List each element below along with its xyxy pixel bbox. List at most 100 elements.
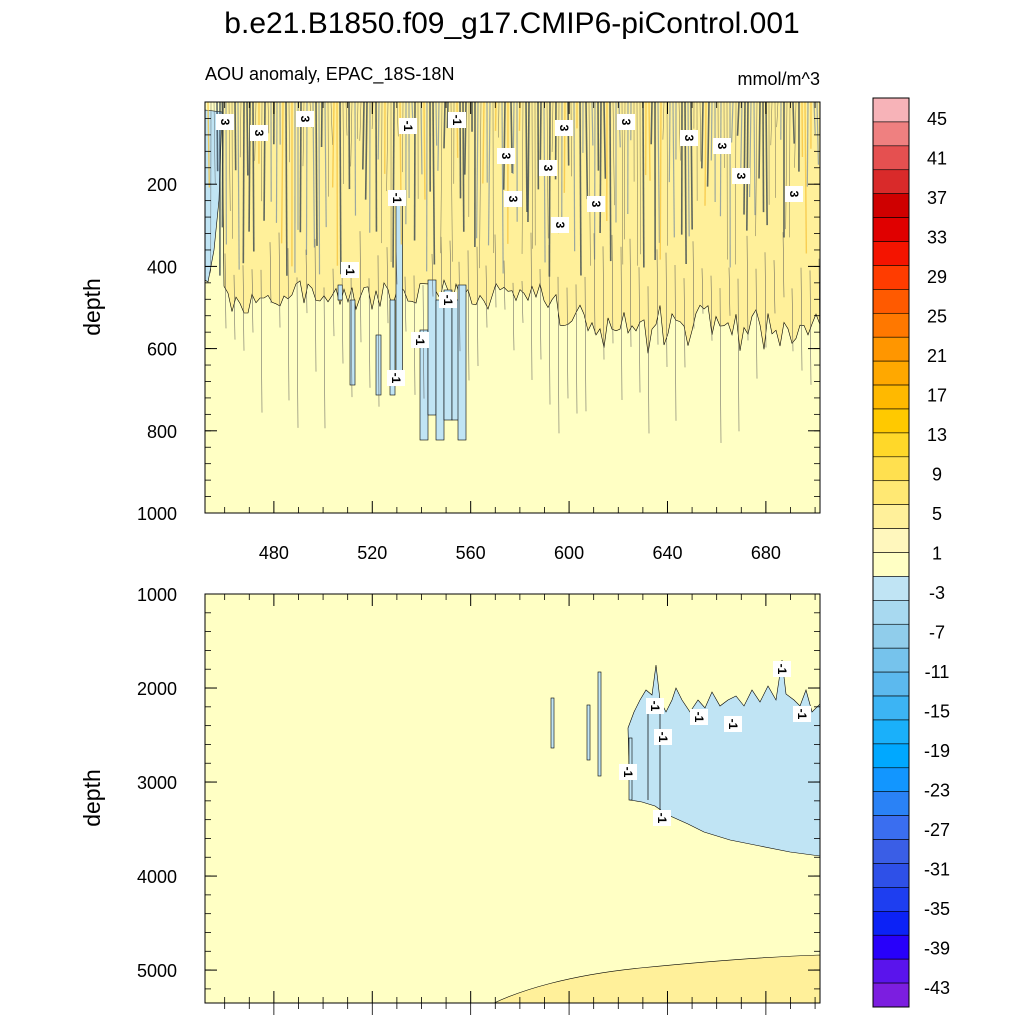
surface-striation bbox=[551, 102, 554, 152]
contour-label-text: 3 bbox=[506, 196, 520, 203]
contour-line bbox=[278, 232, 281, 328]
surface-striation bbox=[252, 102, 255, 252]
colorbar-label: 21 bbox=[927, 346, 947, 366]
contour-line bbox=[746, 235, 749, 341]
contour-label-bg bbox=[387, 370, 405, 386]
colorbar-swatch bbox=[872, 528, 910, 553]
surface-striation bbox=[482, 102, 485, 184]
contour-label: 3 bbox=[587, 196, 605, 212]
contour-label-text: -1 bbox=[450, 115, 464, 126]
contour-label-bg bbox=[587, 196, 605, 212]
negative-streak bbox=[337, 284, 343, 301]
surface-striation bbox=[642, 102, 645, 268]
surface-striation bbox=[701, 102, 704, 169]
colorbar-swatch bbox=[872, 384, 910, 410]
contour-line bbox=[260, 269, 263, 413]
surface-striation bbox=[318, 102, 321, 275]
negative-streak bbox=[550, 697, 555, 749]
colorbar-label: 9 bbox=[932, 464, 942, 484]
surface-striation bbox=[521, 102, 524, 254]
contour-label-text: 3 bbox=[619, 119, 633, 126]
contour-line bbox=[737, 278, 740, 432]
contour-line bbox=[701, 268, 704, 314]
colorbar-label: -43 bbox=[924, 978, 950, 998]
colorbar-swatch bbox=[872, 671, 910, 697]
contour-label-bg bbox=[539, 160, 557, 176]
contour-label-bg bbox=[555, 120, 573, 136]
contour-label-text: 3 bbox=[218, 119, 232, 126]
colorbar-swatch bbox=[872, 360, 910, 386]
colorbar-label: -3 bbox=[929, 583, 945, 603]
surface-striation bbox=[731, 102, 734, 143]
colorbar-swatch bbox=[872, 791, 910, 816]
upper-contour-field bbox=[205, 102, 820, 513]
contour-label-bg bbox=[504, 191, 522, 207]
colorbar-swatch bbox=[872, 719, 910, 745]
surface-striation bbox=[579, 102, 582, 276]
contour-line bbox=[575, 284, 578, 414]
lower-axis-ticks: 1000 2000 3000 4000 5000 bbox=[137, 585, 820, 1015]
contour-line bbox=[584, 276, 587, 412]
contour-line bbox=[674, 265, 677, 421]
colorbar-swatch bbox=[872, 241, 910, 266]
surface-striation bbox=[443, 102, 446, 149]
y-tick-label: 5000 bbox=[137, 961, 177, 981]
contour-line bbox=[656, 249, 659, 345]
surface-striation bbox=[650, 102, 653, 145]
contour-label-bg bbox=[399, 118, 417, 134]
contour-line bbox=[620, 246, 623, 400]
colorbar-swatch bbox=[872, 695, 910, 721]
surface-striation bbox=[357, 102, 359, 139]
surface-striation bbox=[662, 102, 665, 140]
contour-line bbox=[593, 233, 596, 334]
contour-label-bg bbox=[250, 125, 268, 141]
surface-striation bbox=[502, 102, 506, 190]
contour-line bbox=[710, 275, 713, 341]
surface-striation bbox=[804, 102, 808, 254]
contour-label-text: 3 bbox=[541, 165, 555, 172]
contour-label-bg bbox=[653, 810, 671, 826]
surface-striation bbox=[585, 102, 589, 200]
surface-striation bbox=[776, 102, 779, 128]
surface-striation bbox=[755, 102, 758, 237]
contour-label-text: -1 bbox=[655, 813, 669, 824]
surface-striation bbox=[710, 102, 713, 161]
contour-label-bg bbox=[732, 168, 750, 184]
surface-striation bbox=[285, 102, 288, 276]
colorbar-label: -11 bbox=[925, 662, 950, 682]
contour-label-text: 3 bbox=[589, 201, 603, 208]
surface-striation bbox=[423, 102, 426, 200]
upper-y-axis-label: depth bbox=[79, 278, 105, 336]
surface-striation bbox=[684, 102, 687, 265]
contour-label-bg bbox=[785, 186, 803, 202]
surface-striation bbox=[746, 102, 749, 231]
contour-line bbox=[386, 247, 389, 324]
negative-streak bbox=[435, 299, 445, 441]
colorbar-label: 13 bbox=[927, 425, 947, 445]
contour-label-text: 3 bbox=[557, 125, 571, 132]
contour-label-text: -1 bbox=[441, 295, 455, 306]
x-tick-label: 680 bbox=[751, 543, 781, 563]
colorbar-swatch bbox=[872, 887, 910, 912]
contour-label: 3 bbox=[551, 217, 569, 233]
colorbar-swatch bbox=[872, 432, 910, 458]
colorbar-swatch bbox=[872, 456, 910, 482]
contour-label: 3 bbox=[680, 130, 698, 146]
colorbar-swatch bbox=[872, 312, 910, 338]
contour-line bbox=[755, 268, 758, 379]
colorbar-swatch bbox=[872, 958, 910, 984]
colorbar-swatch bbox=[872, 815, 910, 840]
surface-striation bbox=[479, 102, 482, 269]
contour-label: -1 bbox=[448, 112, 466, 128]
contour-label-bg bbox=[646, 698, 664, 714]
contour-label-text: -1 bbox=[692, 712, 706, 723]
x-tick-label: 560 bbox=[456, 543, 486, 563]
colorbar-swatch bbox=[872, 743, 910, 769]
colorbar-label: 5 bbox=[932, 504, 942, 524]
contour-line bbox=[611, 234, 614, 344]
contour-line bbox=[539, 269, 542, 360]
colorbar-label: -27 bbox=[924, 820, 950, 840]
contour-line bbox=[269, 242, 272, 304]
surface-striation bbox=[743, 102, 746, 215]
figure-title: b.e21.B1850.f09_g17.CMIP6-piControl.001 bbox=[224, 7, 799, 40]
